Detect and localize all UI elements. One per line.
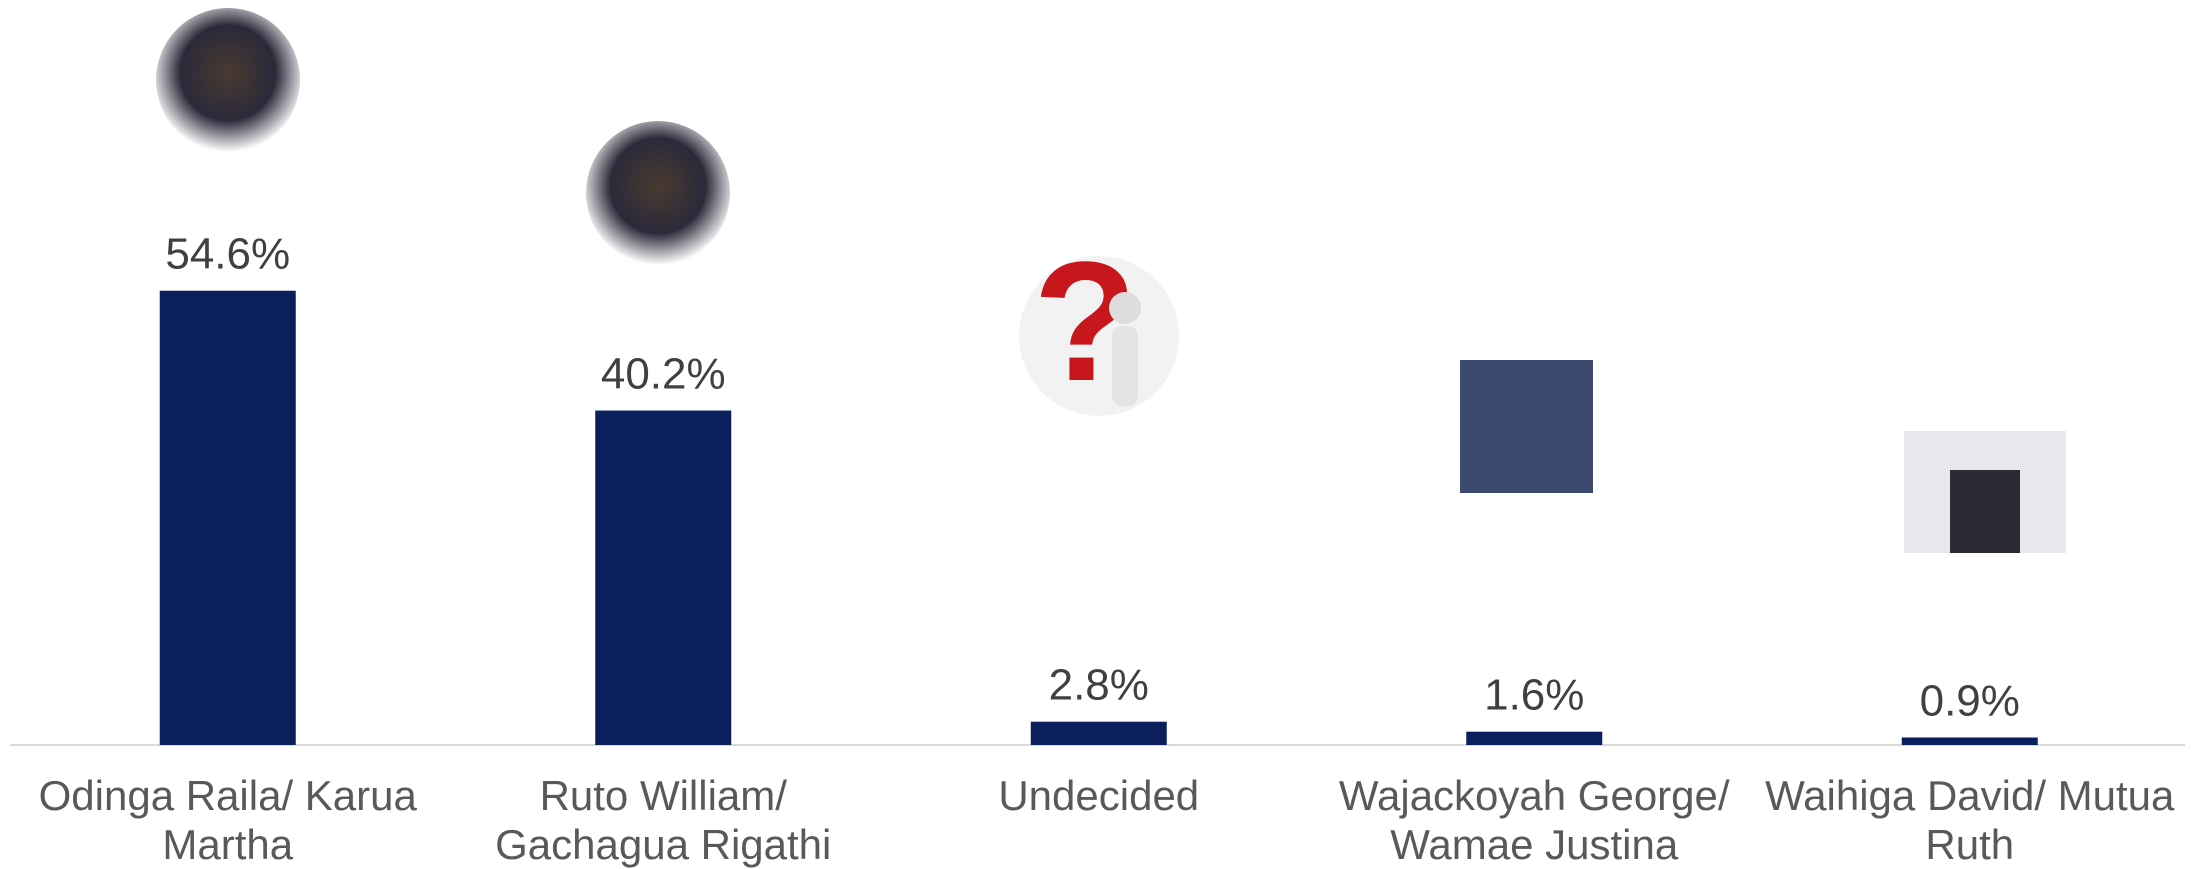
bar [1901,737,2038,745]
candidate-photo [586,121,730,265]
x-tick-label: Ruto William/ Gachagua Rigathi [495,772,832,868]
bar [595,410,732,745]
value-label: 54.6% [165,230,290,279]
candidate-photo-figure [1950,470,2020,553]
value-label: 40.2% [601,350,726,399]
bar [159,290,296,745]
x-tick-label: Wajackoyah George/ Wamae Justina [1338,772,1730,868]
x-tick-label: Waihiga David/ Mutua Ruth [1765,772,2175,868]
candidate-photo [1460,360,1593,493]
value-label: 1.6% [1484,671,1584,720]
x-tick-label: Undecided [998,772,1200,819]
question-mark-icon: ? [1019,227,1179,417]
candidate-photo [156,8,300,152]
value-label: 0.9% [1920,677,2020,726]
bar [1466,731,1603,745]
bar [1030,721,1167,745]
x-tick-label: Odinga Raila/ Karua Martha [38,772,417,868]
value-label: 2.8% [1049,661,1149,710]
